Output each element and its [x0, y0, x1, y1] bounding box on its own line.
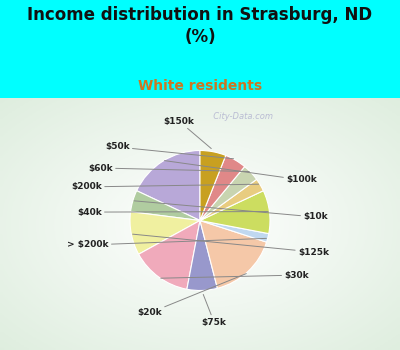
- Text: Income distribution in Strasburg, ND
(%): Income distribution in Strasburg, ND (%): [28, 6, 372, 46]
- Wedge shape: [187, 220, 218, 290]
- Text: $50k: $50k: [105, 142, 234, 159]
- Text: $10k: $10k: [134, 201, 328, 222]
- Text: White residents: White residents: [138, 79, 262, 93]
- Wedge shape: [200, 220, 269, 242]
- Text: > $200k: > $200k: [67, 238, 266, 250]
- Text: $125k: $125k: [133, 234, 329, 257]
- Wedge shape: [200, 150, 226, 220]
- Wedge shape: [200, 220, 266, 288]
- Wedge shape: [130, 191, 200, 220]
- Text: $40k: $40k: [77, 208, 268, 217]
- Text: $30k: $30k: [161, 271, 309, 280]
- Text: $75k: $75k: [202, 294, 226, 327]
- Wedge shape: [200, 179, 263, 220]
- Text: $60k: $60k: [88, 163, 249, 173]
- Wedge shape: [200, 155, 245, 220]
- Text: $20k: $20k: [137, 274, 246, 317]
- Text: $150k: $150k: [164, 117, 211, 148]
- Text: $200k: $200k: [71, 182, 259, 191]
- Text: City-Data.com: City-Data.com: [208, 112, 274, 121]
- Wedge shape: [139, 220, 200, 289]
- Wedge shape: [200, 167, 257, 220]
- Wedge shape: [130, 212, 200, 254]
- Wedge shape: [200, 191, 270, 233]
- Wedge shape: [137, 150, 200, 220]
- Text: $100k: $100k: [164, 161, 317, 184]
